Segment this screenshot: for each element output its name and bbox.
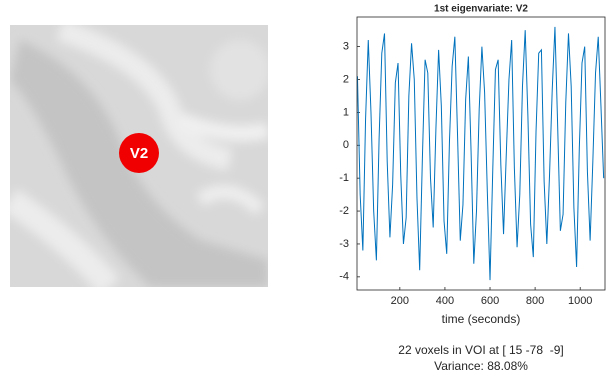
y-tick-label: -2	[339, 205, 349, 217]
x-tick-label: 400	[436, 295, 454, 307]
axes-box	[356, 16, 606, 291]
voi-marker	[119, 133, 159, 173]
plot: -4 -3 -2 -1 0 1 2 3 200 400 600 800 1000	[339, 26, 605, 307]
y-tick-label: -3	[339, 238, 349, 250]
y-tick-label: 3	[343, 41, 349, 53]
brain-slice: V2	[10, 25, 268, 287]
x-tick-label: 800	[526, 295, 544, 307]
y-tick-label: 0	[343, 139, 349, 151]
x-tick-label: 600	[481, 295, 499, 307]
voi-label: V2	[130, 145, 148, 162]
x-tick-label: 1000	[568, 295, 592, 307]
y-tick-label: -1	[339, 172, 349, 184]
y-tick-label: -4	[339, 271, 349, 283]
chart-title: 1st eigenvariate: V2	[434, 4, 528, 15]
signal-line	[357, 26, 605, 281]
x-axis-label: time (seconds)	[442, 312, 521, 326]
voi-variance: Variance: 88.08%	[434, 359, 528, 373]
y-tick-label: 1	[343, 106, 349, 118]
voi-info: 22 voxels in VOI at [ 15 -78 -9]	[398, 343, 563, 357]
y-tick-label: 2	[343, 73, 349, 85]
x-tick-label: 200	[391, 295, 409, 307]
